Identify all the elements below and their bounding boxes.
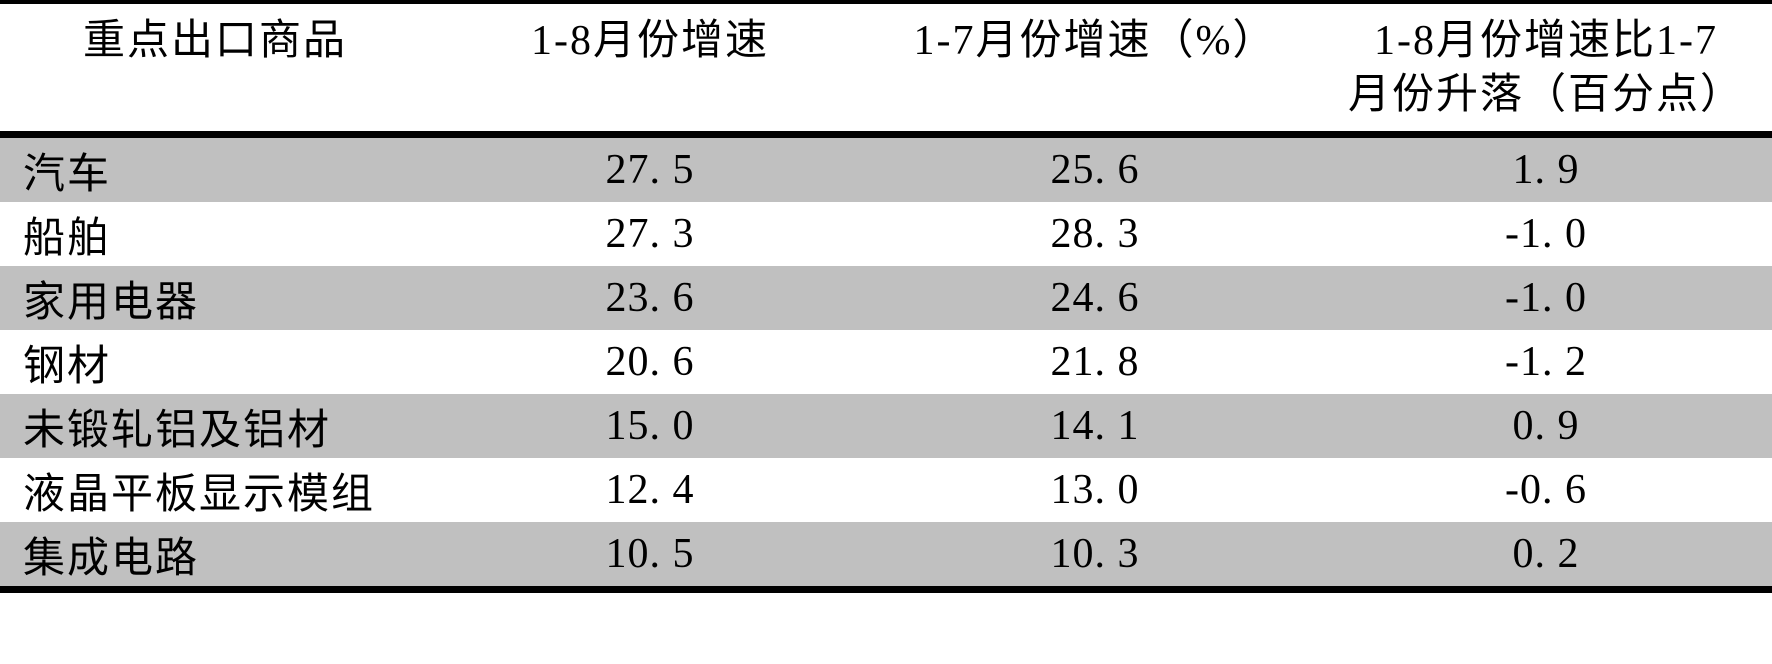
growth-1-7-value: 28. 3 <box>1050 211 1140 257</box>
table-row-lcd-modules: 液晶平板显示模组 12. 4 13. 0 -0. 6 <box>0 458 1772 522</box>
table-row-automobiles: 汽车 27. 5 25. 6 1. 9 <box>0 138 1772 202</box>
table-row-home-appliances: 家用电器 23. 6 24. 6 -1. 0 <box>0 266 1772 330</box>
commodity-name: 液晶平板显示模组 <box>23 471 376 518</box>
growth-1-8-value: 27. 5 <box>605 147 695 193</box>
column-header-growth-1-8: 1-8月份增速 <box>531 18 769 64</box>
growth-1-7-value: 14. 1 <box>1050 403 1140 449</box>
table-top-border <box>0 0 1772 4</box>
growth-1-8-value: 12. 4 <box>605 467 695 513</box>
header-separator-rule <box>0 131 1772 138</box>
commodity-name: 汽车 <box>23 151 112 198</box>
growth-1-7-value: 25. 6 <box>1050 147 1140 193</box>
change-value: -0. 6 <box>1505 467 1587 513</box>
column-header-commodity: 重点出口商品 <box>82 18 347 64</box>
column-header-growth-1-7-pct: 1-7月份增速（%） <box>913 18 1277 64</box>
change-value: 0. 2 <box>1512 531 1580 577</box>
table-row-steel: 钢材 20. 6 21. 8 -1. 2 <box>0 330 1772 394</box>
growth-1-7-value: 13. 0 <box>1050 467 1140 513</box>
growth-1-8-value: 20. 6 <box>605 339 695 385</box>
change-value: 0. 9 <box>1512 403 1580 449</box>
column-header-change: 1-8月份增速比1-7 月份升落（百分点） <box>1320 4 1772 122</box>
growth-1-7-value: 10. 3 <box>1050 531 1140 577</box>
commodity-name: 集成电路 <box>23 535 200 582</box>
commodity-name: 家用电器 <box>23 279 200 326</box>
growth-1-8-value: 27. 3 <box>605 211 695 257</box>
change-value: -1. 0 <box>1505 275 1587 321</box>
table-row-ships: 船舶 27. 3 28. 3 -1. 0 <box>0 202 1772 266</box>
commodity-name: 钢材 <box>23 343 112 390</box>
commodity-name: 船舶 <box>23 215 112 262</box>
change-value: 1. 9 <box>1512 147 1580 193</box>
column-header-change-line2: 月份升落（百分点） <box>1347 72 1744 118</box>
growth-1-8-value: 23. 6 <box>605 275 695 321</box>
commodity-name: 未锻轧铝及铝材 <box>23 407 332 454</box>
growth-1-7-value: 21. 8 <box>1050 339 1140 385</box>
growth-1-8-value: 15. 0 <box>605 403 695 449</box>
table-row-integrated-circuits: 集成电路 10. 5 10. 3 0. 2 <box>0 522 1772 586</box>
growth-1-7-value: 24. 6 <box>1050 275 1140 321</box>
table-header-row: 重点出口商品 1-8月份增速 1-7月份增速（%） 1-8月份增速比1-7 月份… <box>0 4 1772 131</box>
table-row-unwrought-aluminum: 未锻轧铝及铝材 15. 0 14. 1 0. 9 <box>0 394 1772 458</box>
change-value: -1. 2 <box>1505 339 1587 385</box>
growth-1-8-value: 10. 5 <box>605 531 695 577</box>
table-bottom-border <box>0 586 1772 593</box>
change-value: -1. 0 <box>1505 211 1587 257</box>
column-header-change-line1: 1-8月份增速比1-7 <box>1374 18 1718 64</box>
